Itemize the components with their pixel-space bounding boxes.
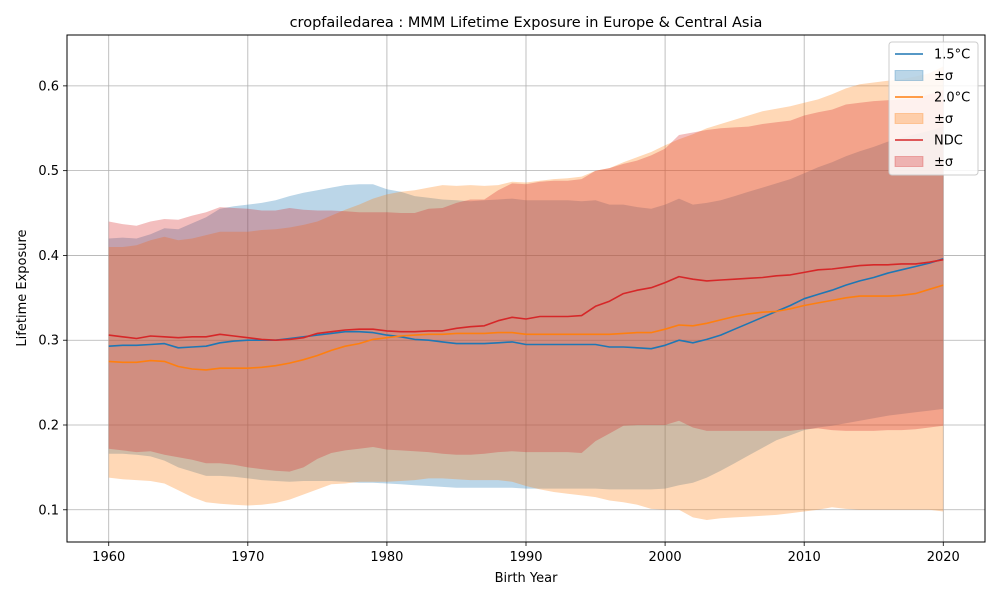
legend-label-15c: 1.5°C bbox=[934, 48, 970, 63]
uncertainty-bands bbox=[108, 66, 944, 521]
y-tick-label: 0.4 bbox=[38, 249, 59, 264]
legend-band-label-ndc: ±σ bbox=[934, 155, 953, 170]
x-tick-label: 1980 bbox=[370, 550, 403, 565]
gridlines bbox=[67, 35, 985, 542]
x-tick-label: 1970 bbox=[231, 550, 264, 565]
legend-patch-15c bbox=[894, 70, 924, 81]
line-15c bbox=[108, 258, 944, 350]
legend-label-ndc: NDC bbox=[934, 134, 963, 149]
y-tick-label: 0.5 bbox=[38, 164, 59, 179]
x-tick-label: 2000 bbox=[649, 550, 682, 565]
x-tick-label: 2020 bbox=[927, 550, 960, 565]
x-axis-ticks: 1960 1970 1980 1990 2000 2010 2020 bbox=[92, 542, 960, 565]
y-tick-label: 0.6 bbox=[38, 79, 59, 94]
y-tick-label: 0.2 bbox=[38, 419, 59, 434]
y-axis-ticks: 0.1 0.2 0.3 0.4 0.5 0.6 bbox=[38, 79, 67, 518]
chart-title: cropfailedarea : MMM Lifetime Exposure i… bbox=[290, 15, 763, 31]
x-axis-label: Birth Year bbox=[495, 571, 559, 586]
x-tick-label: 2010 bbox=[788, 550, 821, 565]
band-20c bbox=[108, 66, 944, 521]
band-15c bbox=[108, 126, 944, 490]
legend-band-label-15c: ±σ bbox=[934, 69, 953, 84]
y-axis-label: Lifetime Exposure bbox=[15, 229, 30, 346]
legend-band-label-20c: ±σ bbox=[934, 112, 953, 127]
legend-box bbox=[888, 41, 979, 176]
line-ndc bbox=[108, 258, 944, 342]
x-tick-label: 1990 bbox=[509, 550, 542, 565]
legend-patch-ndc bbox=[894, 156, 924, 167]
legend: 1.5°C ±σ 2.0°C ±σ NDC ±σ bbox=[888, 41, 979, 176]
legend-label-20c: 2.0°C bbox=[934, 91, 970, 106]
plot-area bbox=[67, 35, 985, 542]
y-tick-label: 0.1 bbox=[38, 503, 59, 518]
legend-patch-20c bbox=[894, 113, 924, 124]
series-lines bbox=[108, 258, 944, 371]
x-tick-label: 1960 bbox=[92, 550, 125, 565]
y-tick-label: 0.3 bbox=[38, 334, 59, 349]
line-20c bbox=[108, 284, 944, 371]
band-ndc bbox=[108, 90, 944, 472]
